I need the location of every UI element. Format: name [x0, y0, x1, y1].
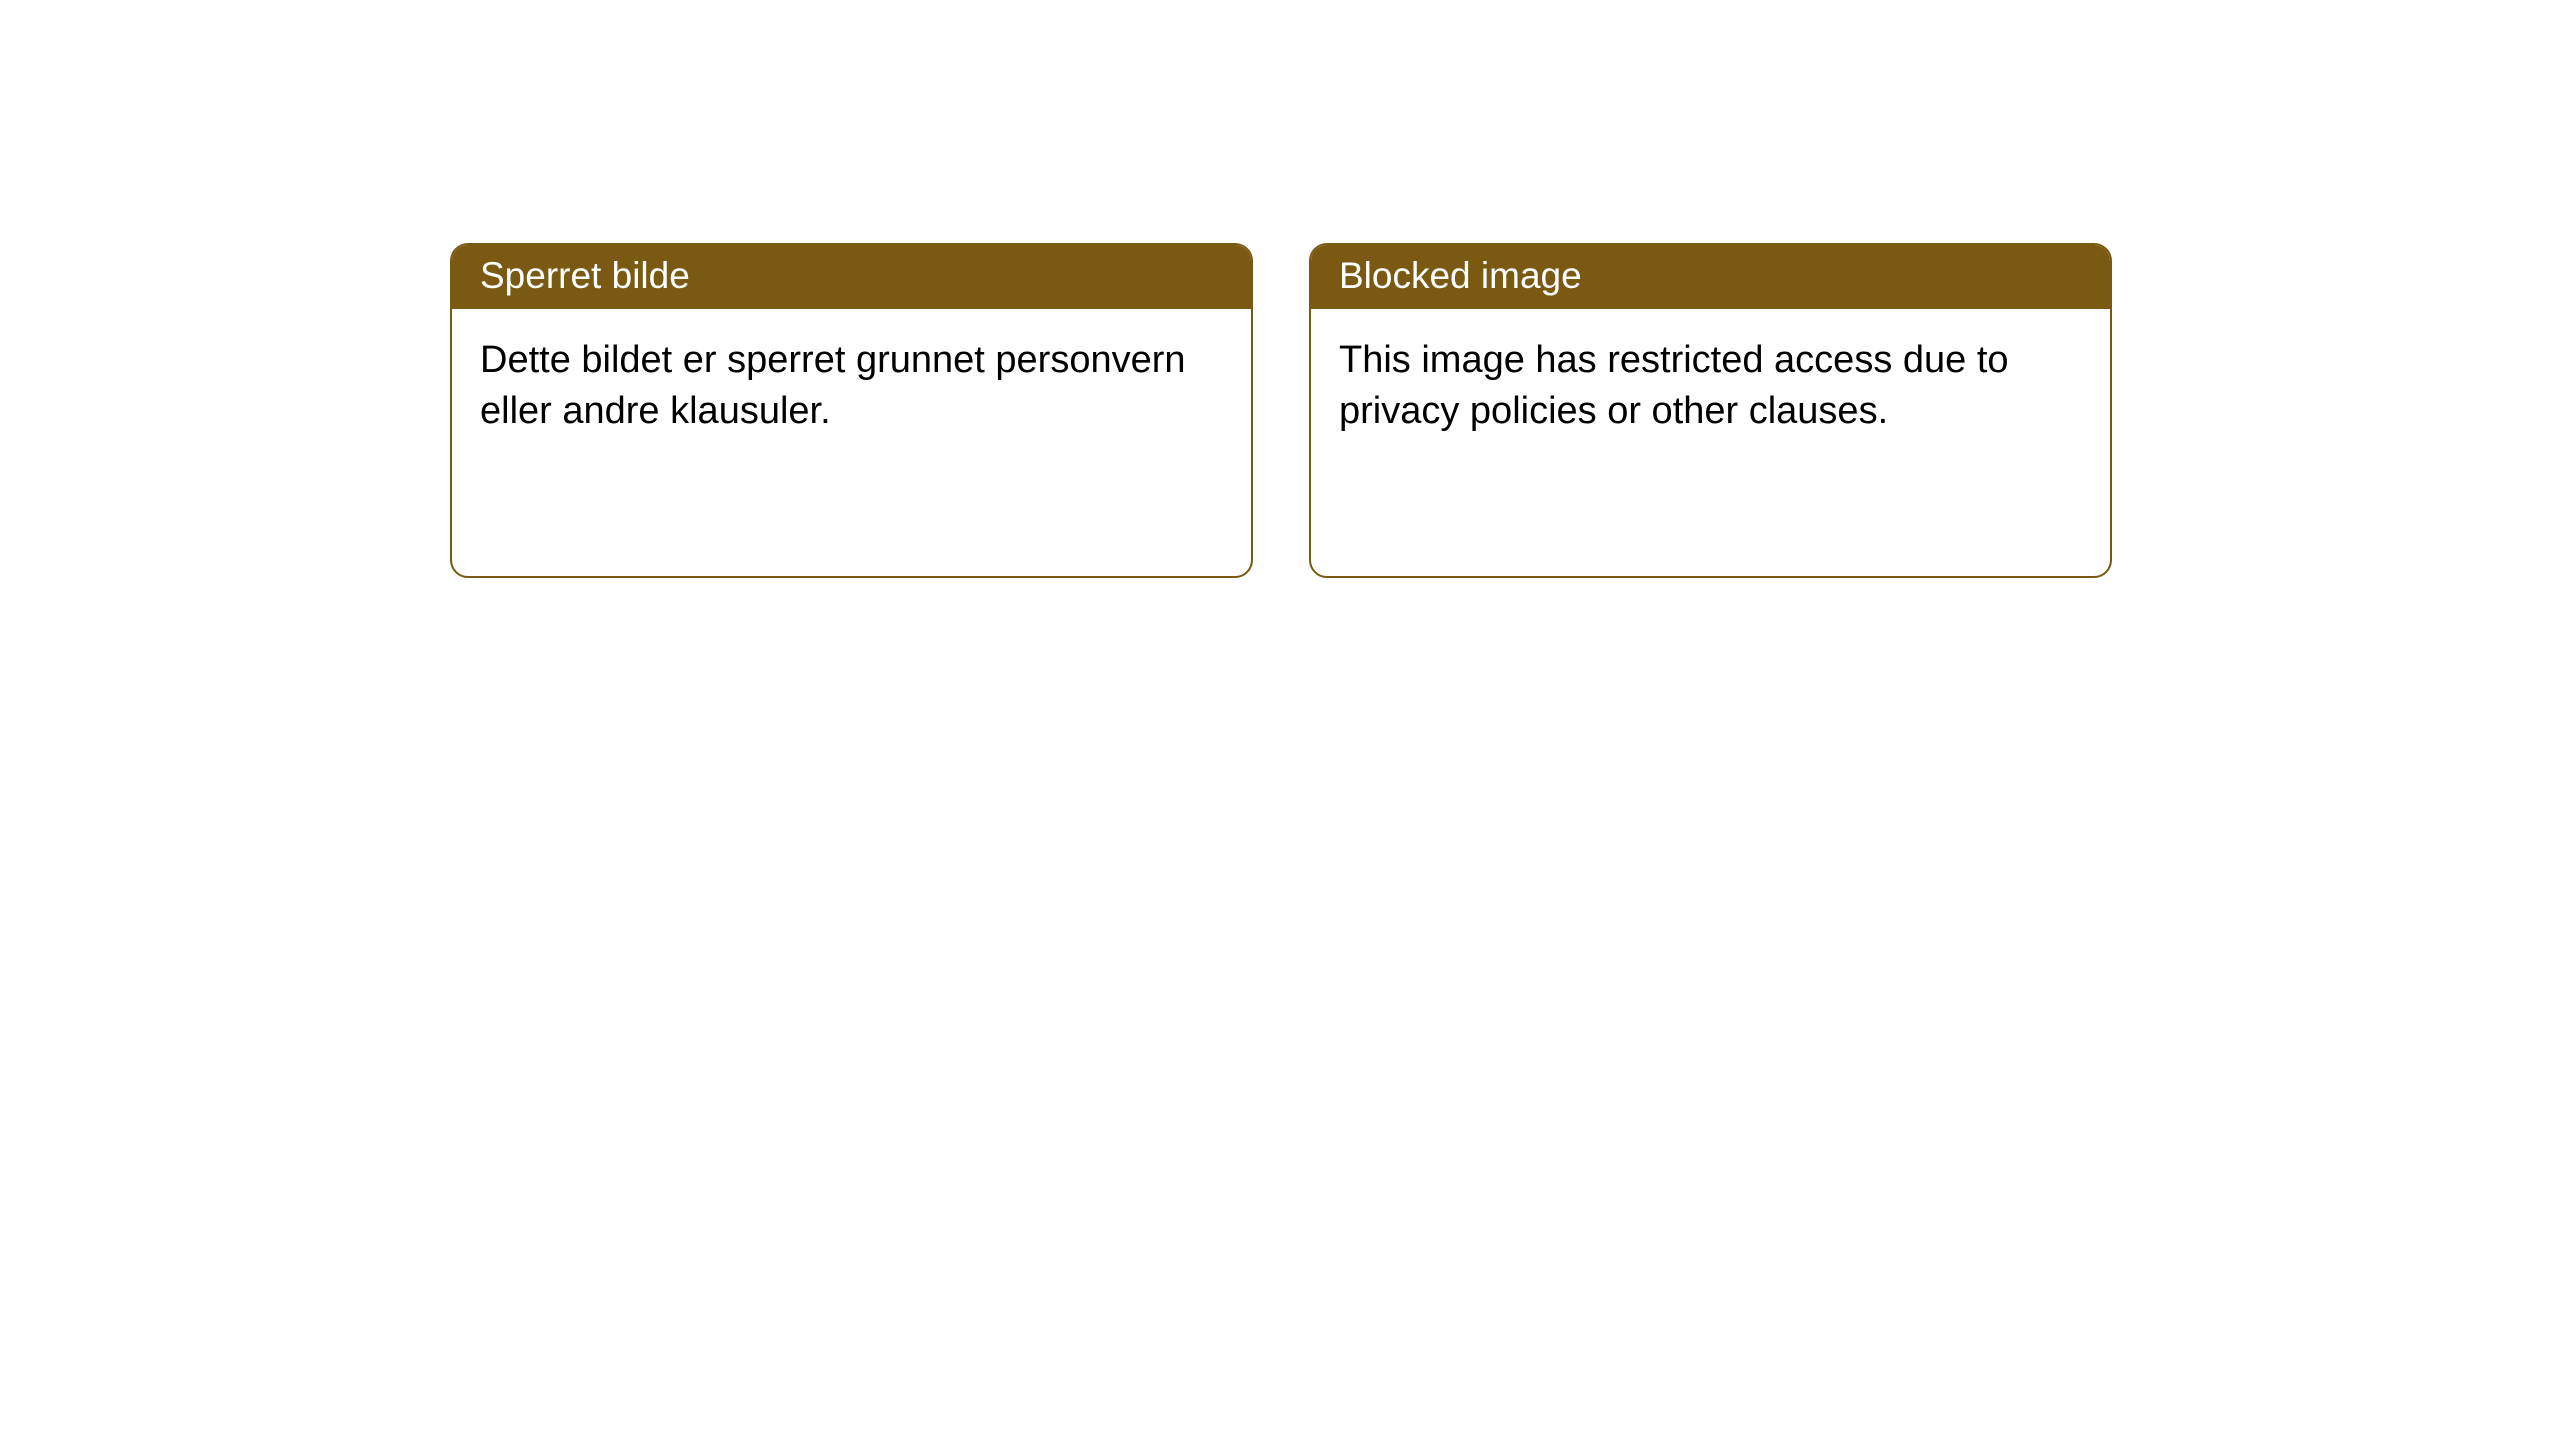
notice-body-text: This image has restricted access due to …: [1339, 339, 2009, 432]
notice-title: Blocked image: [1339, 255, 1582, 296]
notice-header: Blocked image: [1311, 245, 2110, 309]
notice-body-text: Dette bildet er sperret grunnet personve…: [480, 339, 1186, 432]
notice-body: This image has restricted access due to …: [1311, 309, 2110, 464]
notice-title: Sperret bilde: [480, 255, 690, 296]
notice-container: Sperret bilde Dette bildet er sperret gr…: [0, 0, 2560, 578]
notice-card-norwegian: Sperret bilde Dette bildet er sperret gr…: [450, 243, 1253, 578]
notice-body: Dette bildet er sperret grunnet personve…: [452, 309, 1251, 464]
notice-card-english: Blocked image This image has restricted …: [1309, 243, 2112, 578]
notice-header: Sperret bilde: [452, 245, 1251, 309]
